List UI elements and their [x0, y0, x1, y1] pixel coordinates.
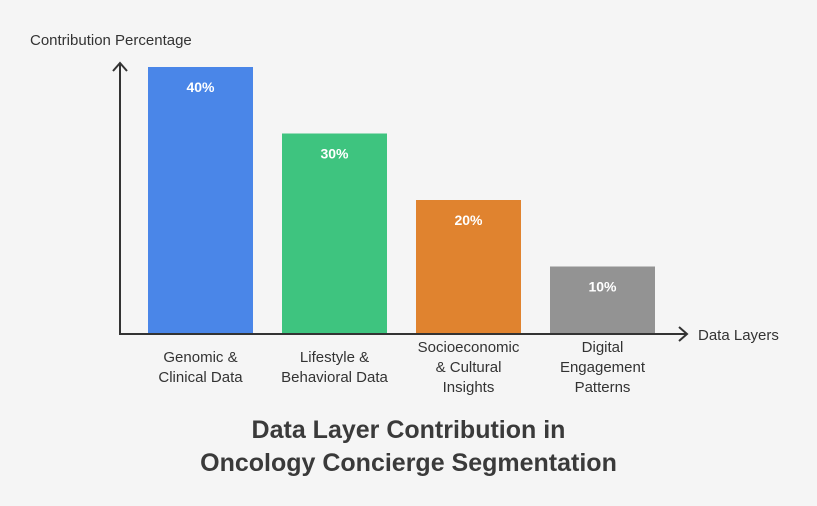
bar-lifestyle-and-behavioral-data	[282, 133, 387, 333]
value-label-digital-engagement-patterns: 10%	[588, 279, 617, 295]
category-label-lifestyle-and-behavioral-data-line-1: Lifestyle &	[300, 349, 369, 366]
category-label-genomic-and-clinical-data-line-1: Genomic &	[163, 349, 237, 366]
chart-title-line-2: Oncology Concierge Segmentation	[200, 449, 617, 477]
category-label-socioeconomic-and-cultural-insights-line-3: Insights	[443, 379, 495, 396]
bar-genomic-and-clinical-data	[148, 67, 253, 333]
category-label-socioeconomic-and-cultural-insights-line-2: & Cultural	[436, 359, 502, 376]
x-axis-arrow-icon	[678, 326, 689, 342]
bar-digital-engagement-patterns	[550, 266, 655, 333]
chart-title: Data Layer Contribution in Oncology Conc…	[0, 414, 817, 480]
value-label-socioeconomic-and-cultural-insights: 20%	[454, 212, 483, 228]
category-label-digital-engagement-patterns-line-2: Engagement	[560, 359, 646, 376]
category-label-genomic-and-clinical-data-line-2: Clinical Data	[158, 369, 243, 386]
y-axis-arrow-icon	[112, 61, 128, 72]
chart-title-line-1: Data Layer Contribution in	[251, 416, 566, 444]
bar-socioeconomic-and-cultural-insights	[416, 200, 521, 333]
y-axis-label: Contribution Percentage	[30, 32, 192, 49]
category-labels-group: Genomic & Clinical Data Lifestyle & Behavio…	[158, 339, 645, 396]
category-label-digital-engagement-patterns-line-3: Patterns	[575, 379, 631, 396]
bars-group: 40% 30% 20% 10%	[148, 67, 655, 333]
x-axis-label: Data Layers	[698, 327, 779, 344]
category-label-socioeconomic-and-cultural-insights-line-1: Socioeconomic	[418, 339, 520, 356]
category-label-digital-engagement-patterns-line-1: Digital	[582, 339, 624, 356]
value-label-genomic-and-clinical-data: 40%	[186, 79, 215, 95]
axes-group	[112, 61, 689, 342]
category-label-lifestyle-and-behavioral-data-line-2: Behavioral Data	[281, 369, 388, 386]
value-label-lifestyle-and-behavioral-data: 30%	[320, 146, 349, 162]
